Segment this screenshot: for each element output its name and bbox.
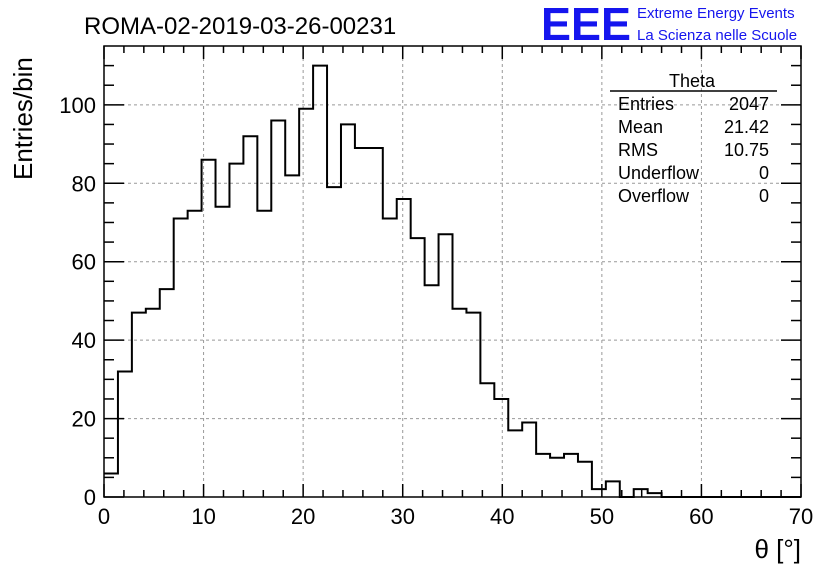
y-tick-labels: 0 20 40 60 80 100 <box>59 93 96 510</box>
x-axis-label: θ [°] <box>754 534 801 564</box>
stats-entries-label: Entries <box>618 94 674 114</box>
y-tick-label: 100 <box>59 93 96 118</box>
y-tick-label: 60 <box>72 250 96 275</box>
chart-title: ROMA-02-2019-03-26-00231 <box>84 13 396 40</box>
x-tick-label: 0 <box>98 504 110 529</box>
eee-logo-line1: Extreme Energy Events <box>637 5 795 22</box>
y-tick-label: 20 <box>72 407 96 432</box>
stats-underflow-label: Underflow <box>618 163 700 183</box>
y-axis-label: Entries/bin <box>8 57 38 180</box>
eee-logo-line2: La Scienza nelle Scuole <box>637 27 797 44</box>
x-tick-label: 60 <box>689 504 713 529</box>
eee-logo: EEE Extreme Energy Events La Scienza nel… <box>541 0 797 50</box>
stats-name: Theta <box>669 71 716 91</box>
stats-overflow-value: 0 <box>759 186 769 206</box>
x-tick-label: 40 <box>490 504 514 529</box>
x-tick-label: 70 <box>789 504 813 529</box>
stats-mean-value: 21.42 <box>724 117 769 137</box>
stats-rms-value: 10.75 <box>724 140 769 160</box>
stats-box: Theta Entries 2047 Mean 21.42 RMS 10.75 … <box>610 71 777 206</box>
y-tick-label: 80 <box>72 171 96 196</box>
x-tick-label: 30 <box>390 504 414 529</box>
y-tick-label: 0 <box>84 485 96 510</box>
histogram-step-line <box>104 64 801 498</box>
x-tick-label: 20 <box>291 504 315 529</box>
stats-entries-value: 2047 <box>729 94 769 114</box>
eee-logo-mark: EEE <box>541 0 631 50</box>
stats-mean-label: Mean <box>618 117 663 137</box>
stats-rms-label: RMS <box>618 140 658 160</box>
stats-overflow-label: Overflow <box>618 186 690 206</box>
x-tick-labels: 0 10 20 30 40 50 60 70 <box>98 504 813 529</box>
x-tick-label: 10 <box>191 504 215 529</box>
x-tick-label: 50 <box>590 504 614 529</box>
stats-underflow-value: 0 <box>759 163 769 183</box>
y-tick-label: 40 <box>72 328 96 353</box>
plot-frame <box>103 45 802 498</box>
